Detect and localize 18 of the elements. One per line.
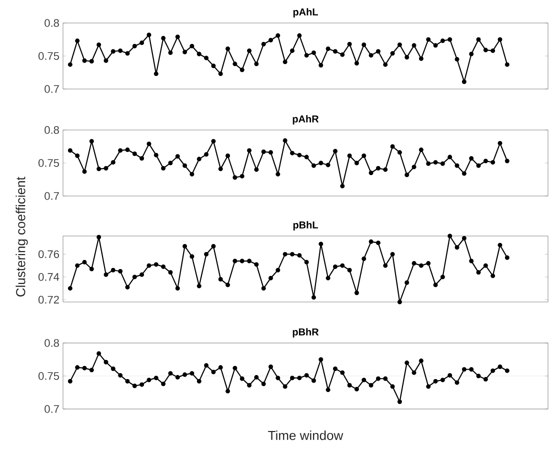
chart-title: pAhL xyxy=(293,8,318,18)
y-tick-label: 0.75 xyxy=(38,372,59,380)
y-tick-label: 0.8 xyxy=(44,19,59,27)
x-axis-title: Time window xyxy=(268,430,344,440)
y-tick-label: 0.74 xyxy=(38,273,60,281)
y-axis-title: Clustering coefficient xyxy=(16,176,28,296)
y-tick-label: 0.72 xyxy=(38,296,59,304)
y-tick-label: 0.75 xyxy=(38,159,59,167)
y-tick-label: 0.7 xyxy=(44,192,59,200)
y-tick-label: 0.75 xyxy=(38,52,59,60)
y-tick-label: 0.76 xyxy=(38,250,59,258)
y-tick-label: 0.7 xyxy=(44,85,59,93)
y-tick-label: 0.7 xyxy=(44,405,59,413)
y-tick-label: 0.8 xyxy=(44,126,59,134)
chart-title: pBhL xyxy=(293,221,318,230)
y-tick-label: 0.8 xyxy=(44,339,59,347)
chart-title: pAhR xyxy=(292,115,319,124)
chart-title: pBhR xyxy=(292,328,319,338)
